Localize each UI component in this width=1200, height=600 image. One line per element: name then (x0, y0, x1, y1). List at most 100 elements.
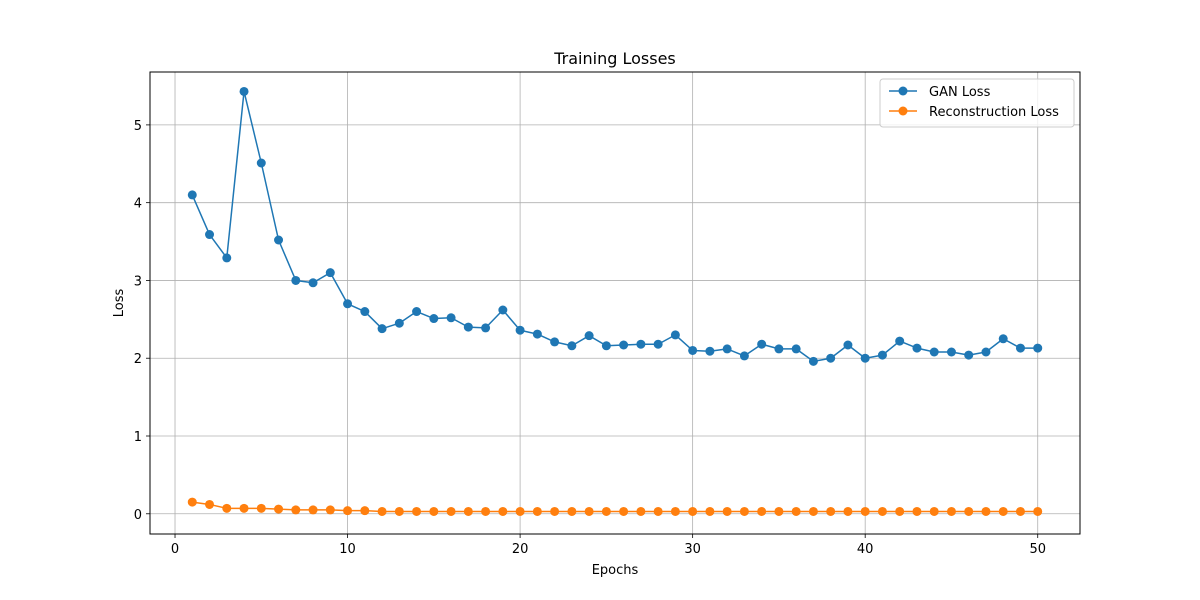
data-point-reconstruction-loss (774, 506, 784, 516)
data-point-reconstruction-loss (360, 506, 370, 516)
data-point-reconstruction-loss (877, 506, 887, 516)
data-point-reconstruction-loss (964, 506, 974, 516)
data-point-gan-loss (584, 331, 594, 341)
data-point-reconstruction-loss (705, 506, 715, 516)
data-point-reconstruction-loss (688, 506, 698, 516)
data-point-reconstruction-loss (256, 503, 266, 513)
data-point-gan-loss (895, 336, 905, 346)
data-point-gan-loss (515, 325, 525, 335)
series-line-gan-loss (191, 90, 1038, 363)
y-tick-label: 3 (134, 274, 142, 289)
data-point-reconstruction-loss (550, 506, 560, 516)
x-axis-ticks: 0 10 20 30 40 50 (171, 534, 1046, 557)
data-point-reconstruction-loss (412, 506, 422, 516)
data-point-reconstruction-loss (601, 506, 611, 516)
data-point-gan-loss (222, 253, 232, 263)
data-point-reconstruction-loss (429, 506, 439, 516)
data-point-reconstruction-loss (1015, 506, 1025, 516)
y-tick-label: 0 (134, 508, 142, 523)
data-point-gan-loss (739, 351, 749, 361)
data-point-gan-loss (722, 344, 732, 354)
data-point-reconstruction-loss (791, 506, 801, 516)
data-point-gan-loss (757, 339, 767, 349)
data-point-reconstruction-loss (308, 505, 318, 515)
data-point-gan-loss (325, 268, 335, 278)
data-point-reconstruction-loss (222, 503, 232, 513)
data-point-gan-loss (256, 158, 266, 168)
y-tick-label: 4 (134, 197, 142, 212)
data-point-gan-loss (636, 339, 646, 349)
data-point-gan-loss (826, 353, 836, 363)
data-point-reconstruction-loss (187, 497, 197, 507)
data-point-gan-loss (601, 341, 611, 351)
data-point-reconstruction-loss (981, 506, 991, 516)
plot-frame (149, 71, 1081, 535)
data-point-gan-loss (705, 346, 715, 356)
data-point-reconstruction-loss (998, 506, 1008, 516)
y-tick-label: 5 (134, 119, 142, 134)
data-point-gan-loss (981, 347, 991, 357)
x-tick-label: 0 (171, 542, 179, 557)
data-point-gan-loss (619, 340, 629, 350)
data-point-reconstruction-loss (394, 506, 404, 516)
data-point-gan-loss (964, 350, 974, 360)
data-point-reconstruction-loss (291, 505, 301, 515)
legend-label-reconstruction-loss: Reconstruction Loss (929, 105, 1059, 120)
data-point-gan-loss (412, 307, 422, 317)
data-point-reconstruction-loss (929, 506, 939, 516)
data-point-reconstruction-loss (377, 506, 387, 516)
data-point-gan-loss (1033, 343, 1043, 353)
data-point-gan-loss (291, 275, 301, 285)
data-point-reconstruction-loss (481, 506, 491, 516)
data-point-reconstruction-loss (860, 506, 870, 516)
data-point-reconstruction-loss (653, 506, 663, 516)
series-layer (187, 86, 1043, 516)
data-point-reconstruction-loss (1033, 506, 1043, 516)
data-point-gan-loss (567, 341, 577, 351)
x-tick-label: 30 (684, 542, 701, 557)
data-point-gan-loss (205, 230, 215, 240)
y-tick-label: 1 (134, 430, 142, 445)
x-tick-label: 20 (512, 542, 529, 557)
data-point-gan-loss (463, 322, 473, 332)
data-point-gan-loss (912, 343, 922, 353)
data-point-reconstruction-loss (808, 506, 818, 516)
data-point-reconstruction-loss (912, 506, 922, 516)
data-point-gan-loss (929, 347, 939, 357)
data-point-reconstruction-loss (584, 506, 594, 516)
data-point-gan-loss (187, 190, 197, 200)
chart-title: Training Losses (553, 49, 676, 68)
series-reconstruction-loss (187, 497, 1043, 516)
x-tick-label: 10 (339, 542, 356, 557)
grid-lines (150, 72, 1080, 534)
legend: GAN Loss Reconstruction Loss (879, 78, 1075, 128)
data-point-reconstruction-loss (274, 504, 284, 514)
data-point-gan-loss (308, 278, 318, 288)
data-point-reconstruction-loss (895, 506, 905, 516)
data-point-gan-loss (377, 324, 387, 334)
legend-marker-reconstruction-loss (898, 106, 908, 116)
data-point-reconstruction-loss (205, 499, 215, 509)
data-point-reconstruction-loss (239, 503, 249, 513)
data-point-reconstruction-loss (739, 506, 749, 516)
y-axis-label: Loss (112, 289, 127, 318)
data-point-gan-loss (843, 340, 853, 350)
data-point-gan-loss (481, 323, 491, 333)
data-point-reconstruction-loss (843, 506, 853, 516)
data-point-gan-loss (998, 334, 1008, 344)
y-tick-label: 2 (134, 352, 142, 367)
series-gan-loss (187, 86, 1043, 366)
data-point-reconstruction-loss (343, 506, 353, 516)
data-point-reconstruction-loss (463, 506, 473, 516)
data-point-reconstruction-loss (826, 506, 836, 516)
data-point-gan-loss (1015, 343, 1025, 353)
data-point-reconstruction-loss (670, 506, 680, 516)
legend-label-gan-loss: GAN Loss (929, 85, 991, 100)
y-axis-ticks: 0 1 2 3 4 5 (134, 119, 150, 523)
data-point-reconstruction-loss (946, 506, 956, 516)
data-point-gan-loss (946, 347, 956, 357)
data-point-gan-loss (877, 350, 887, 360)
data-point-gan-loss (688, 345, 698, 355)
legend-box (879, 78, 1075, 128)
data-point-reconstruction-loss (515, 506, 525, 516)
